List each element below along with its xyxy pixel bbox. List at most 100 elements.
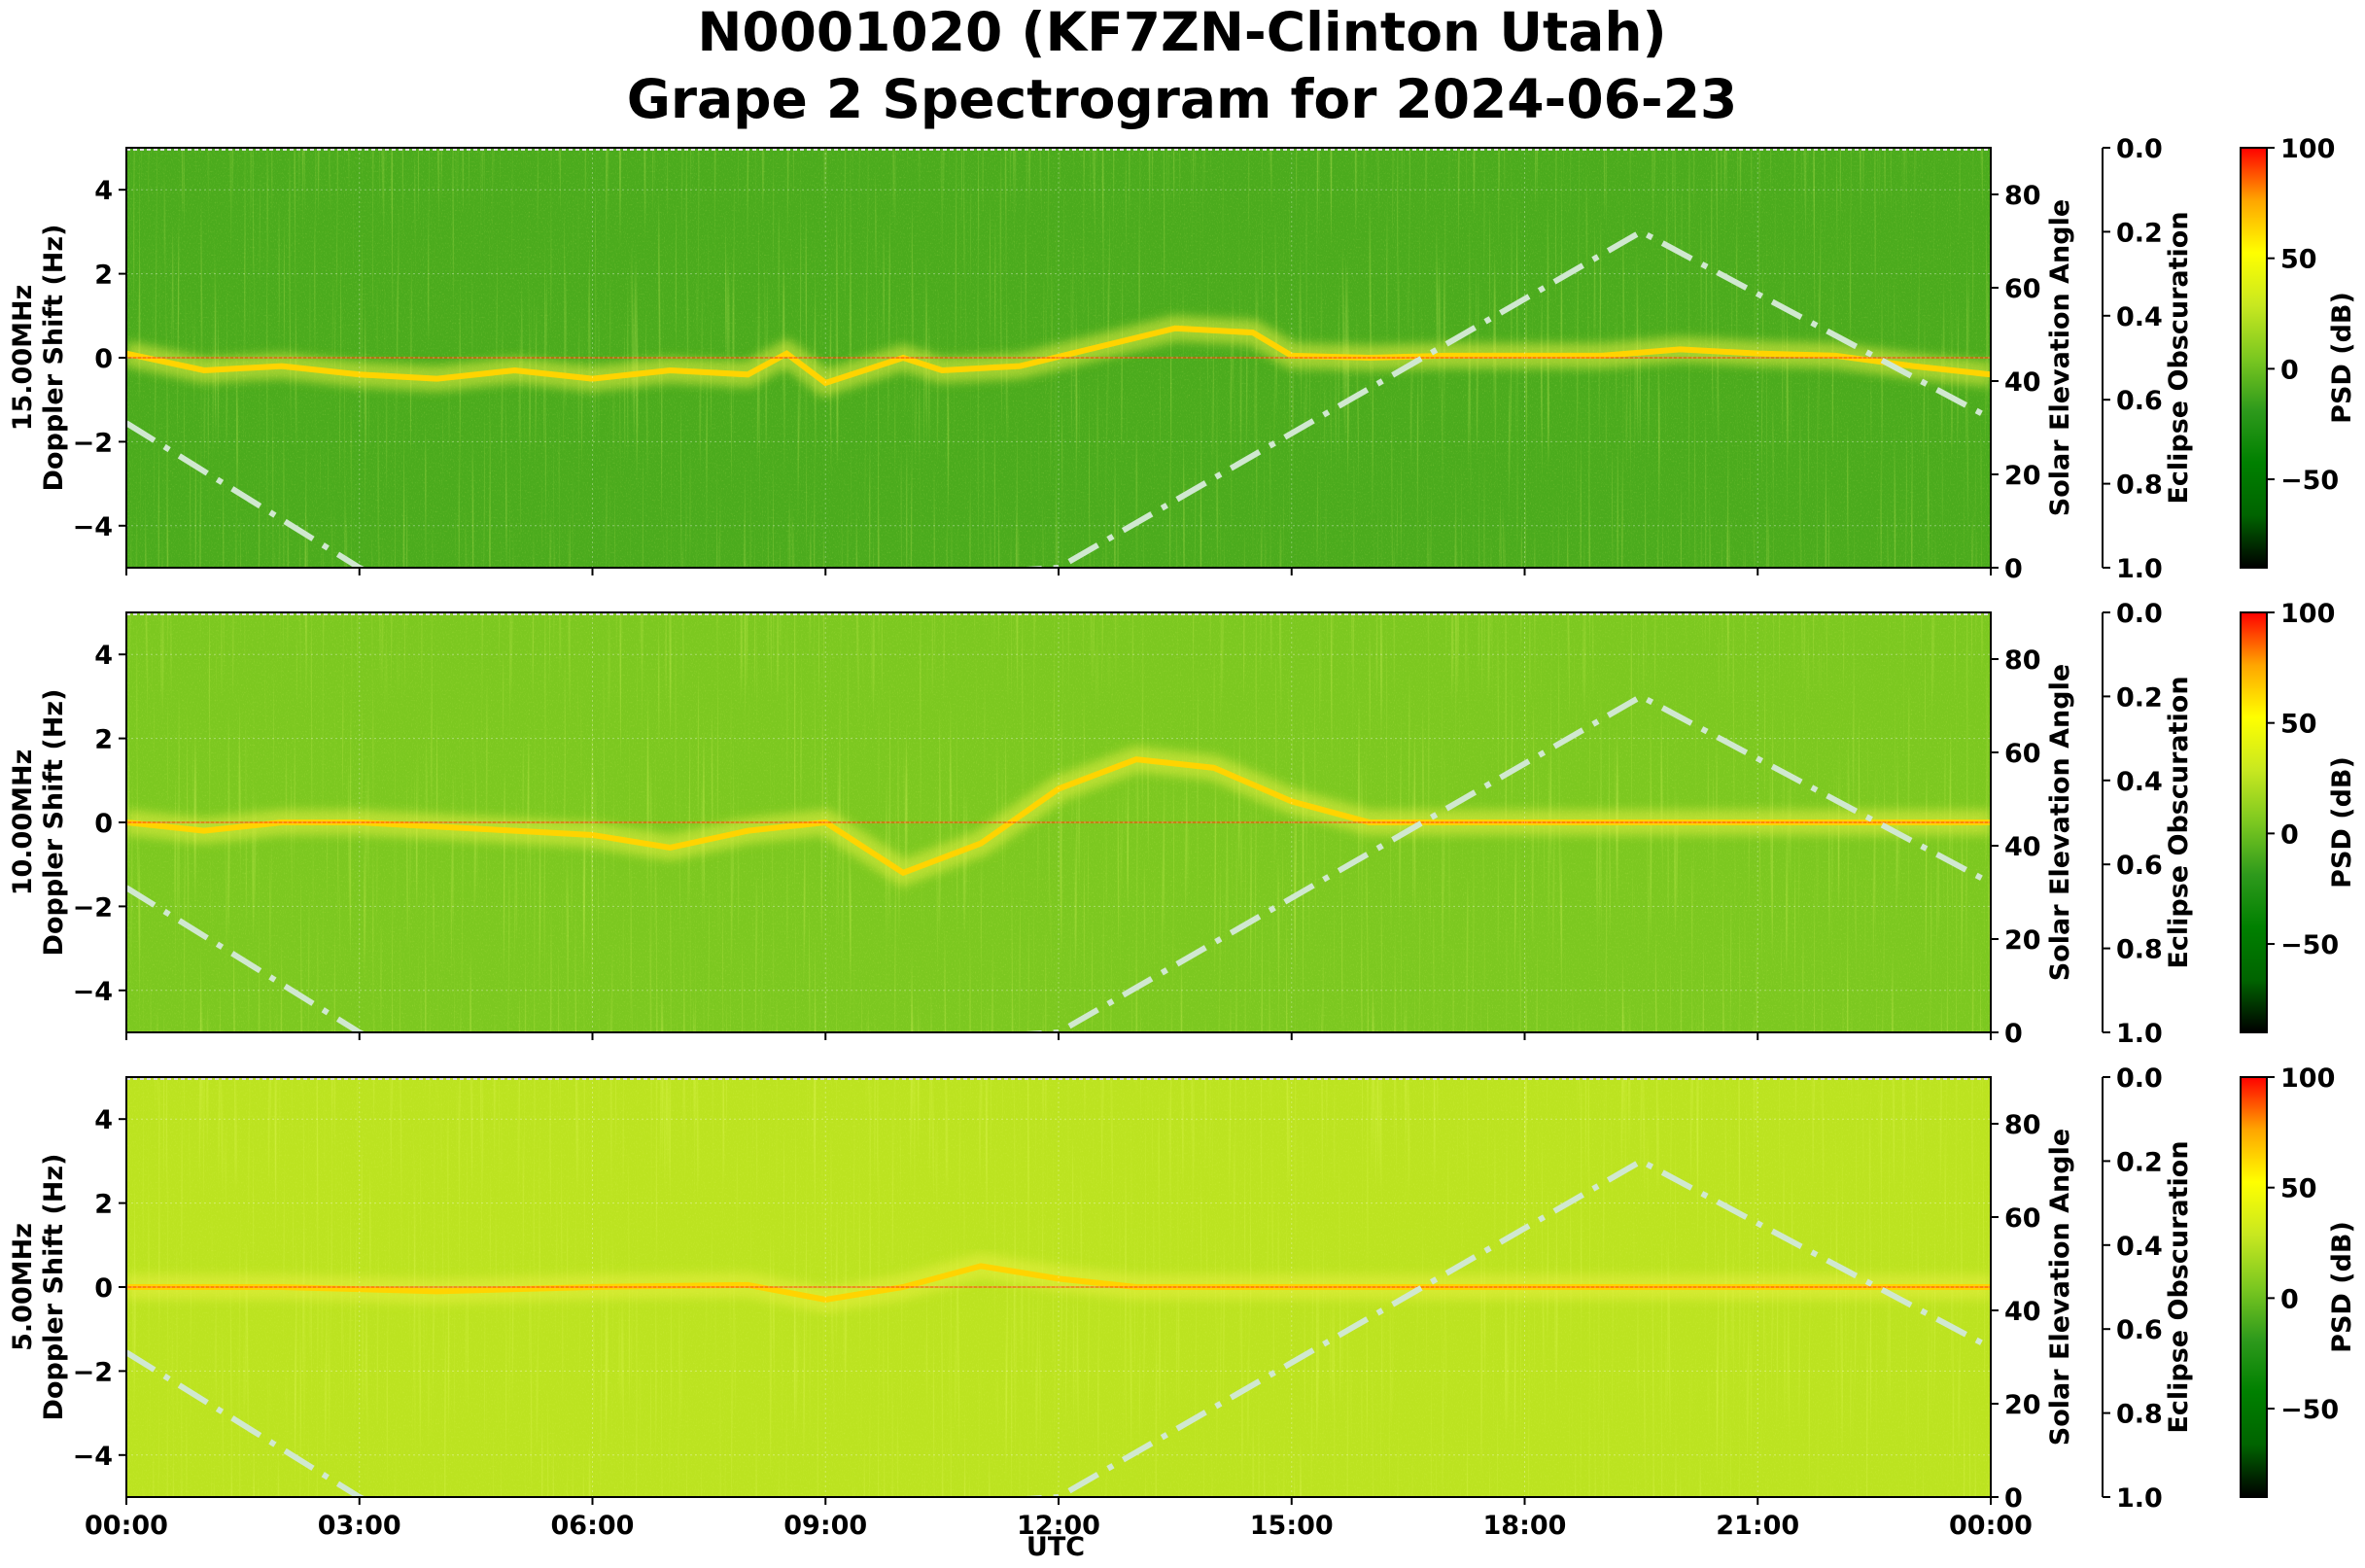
right-tick-label: 0	[2004, 554, 2023, 584]
obscuration-axis-label: Eclipse Obscuration	[2164, 1140, 2194, 1433]
right-tick-label: 0	[2004, 1483, 2023, 1514]
obscuration-tick-label: 0.2	[2116, 1147, 2163, 1177]
obscuration-axis-label: Eclipse Obscuration	[2164, 211, 2194, 504]
heatmap-1	[126, 612, 1991, 1032]
y-tick-label: 0	[94, 344, 113, 374]
y-axis-label: Doppler Shift (Hz)	[39, 689, 69, 957]
x-tick-label: 03:00	[318, 1511, 401, 1541]
obscuration-tick-label: 0.6	[2116, 1315, 2163, 1345]
y-tick-label: −4	[73, 977, 113, 1007]
right-tick-label: 60	[2004, 1203, 2041, 1234]
obscuration-tick-label: 0.2	[2116, 218, 2163, 248]
obscuration-tick-label: 0.2	[2116, 682, 2163, 713]
heatmap-2	[126, 1077, 1991, 1497]
colorbar-tick-label: 100	[2280, 1063, 2335, 1094]
y-tick-label: 2	[94, 1190, 113, 1220]
x-axis-label: UTC	[1026, 1532, 1085, 1562]
right-tick-label: 80	[2004, 645, 2041, 676]
x-tick-label: 18:00	[1483, 1511, 1567, 1541]
obscuration-tick-label: 1.0	[2116, 1019, 2163, 1049]
obscuration-tick-label: 0.8	[2116, 1400, 2163, 1430]
heatmap-0	[126, 148, 1991, 568]
y-axis-label: Doppler Shift (Hz)	[39, 225, 69, 492]
right-tick-label: 80	[2004, 181, 2041, 211]
frequency-label: 5.00MHz	[8, 1223, 38, 1351]
y-tick-label: −4	[73, 1442, 113, 1472]
right-tick-label: 60	[2004, 274, 2041, 304]
y-tick-label: −2	[73, 1357, 113, 1387]
obscuration-tick-label: 0.0	[2116, 599, 2163, 629]
obscuration-tick-label: 0.8	[2116, 935, 2163, 965]
frequency-label: 15.00MHz	[8, 285, 38, 432]
x-tick-label: 12:00	[1017, 1511, 1100, 1541]
y-tick-label: 2	[94, 261, 113, 291]
colorbar	[2240, 147, 2268, 569]
y-tick-label: −2	[73, 428, 113, 458]
obscuration-tick-label: 0.0	[2116, 1063, 2163, 1094]
obscuration-tick-label: 1.0	[2116, 1483, 2163, 1514]
doppler-trace	[126, 325, 1991, 387]
solar-elevation-axis-label: Solar Elevation Angle	[2045, 664, 2075, 981]
colorbar-tick-label: 50	[2280, 710, 2317, 740]
x-tick-label: 06:00	[551, 1511, 635, 1541]
colorbar-tick-label: 50	[2280, 1174, 2317, 1204]
colorbar-tick-label: 100	[2280, 134, 2335, 164]
obscuration-tick-label: 0.6	[2116, 851, 2163, 881]
obscuration-tick-label: 0.4	[2116, 1232, 2163, 1262]
y-tick-label: 4	[94, 641, 113, 671]
colorbar	[2240, 1076, 2268, 1498]
colorbar-tick-label: 0	[2280, 819, 2299, 850]
colorbar-tick-label: 0	[2280, 1284, 2299, 1314]
obscuration-tick-label: 0.4	[2116, 302, 2163, 332]
x-tick-label: 00:00	[1949, 1511, 2033, 1541]
panel-1: −4 −2 0 2 4 10.00MHz Doppler Shift (Hz) 0 20 40 60…	[8, 599, 2357, 1049]
colorbar-tick-label: 0	[2280, 355, 2299, 385]
right-tick-label: 80	[2004, 1110, 2041, 1140]
colorbar-label: PSD (dB)	[2327, 292, 2357, 424]
y-tick-label: 0	[94, 809, 113, 839]
right-tick-label: 20	[2004, 1390, 2041, 1420]
y-tick-label: −4	[73, 512, 113, 542]
colorbar-label: PSD (dB)	[2327, 756, 2357, 889]
x-axis: 00:00 03:00 06:00 09:00 12:00 15:00 18:00 21:00…	[85, 1511, 2033, 1541]
title-line-2: Grape 2 Spectrogram for 2024-06-23	[627, 68, 1738, 130]
title-line-1: N0001020 (KF7ZN-Clinton Utah)	[697, 1, 1666, 63]
solar-elevation-axis-label: Solar Elevation Angle	[2045, 1129, 2075, 1446]
right-tick-label: 40	[2004, 367, 2041, 398]
obscuration-tick-label: 0.0	[2116, 134, 2163, 164]
colorbar-tick-label: 100	[2280, 599, 2335, 629]
y-tick-label: 4	[94, 176, 113, 206]
figure-title: N0001020 (KF7ZN-Clinton Utah) Grape 2 Sp…	[627, 1, 1738, 130]
obscuration-axis-label: Eclipse Obscuration	[2164, 676, 2194, 968]
colorbar-tick-label: −50	[2280, 1395, 2339, 1425]
solar-elevation-axis-label: Solar Elevation Angle	[2045, 199, 2075, 516]
right-tick-label: 40	[2004, 1297, 2041, 1327]
obscuration-tick-label: 0.6	[2116, 386, 2163, 416]
colorbar	[2240, 611, 2268, 1033]
right-tick-label: 0	[2004, 1019, 2023, 1049]
y-tick-label: 4	[94, 1105, 113, 1135]
colorbar-tick-label: −50	[2280, 930, 2339, 960]
colorbar-tick-label: 50	[2280, 245, 2317, 275]
right-tick-label: 20	[2004, 925, 2041, 956]
obscuration-tick-label: 0.4	[2116, 767, 2163, 797]
frequency-label: 10.00MHz	[8, 749, 38, 896]
x-tick-label: 15:00	[1250, 1511, 1334, 1541]
panel-0: −4 −2 0 2 4 15.00MHz Doppler Shift (Hz) 0 20 40 60…	[8, 134, 2357, 584]
y-tick-label: 2	[94, 725, 113, 755]
x-tick-label: 09:00	[783, 1511, 867, 1541]
y-axis-label: Doppler Shift (Hz)	[39, 1154, 69, 1421]
obscuration-tick-label: 1.0	[2116, 554, 2163, 584]
x-tick-label: 00:00	[85, 1511, 168, 1541]
colorbar-label: PSD (dB)	[2327, 1221, 2357, 1353]
colorbar-tick-label: −50	[2280, 466, 2339, 496]
panel-2: −4 −2 0 2 4 5.00MHz Doppler Shift (Hz) 0 20 40 60 8…	[8, 1063, 2357, 1514]
obscuration-tick-label: 0.8	[2116, 470, 2163, 501]
y-tick-label: −2	[73, 892, 113, 923]
right-tick-label: 20	[2004, 461, 2041, 491]
right-tick-label: 40	[2004, 832, 2041, 862]
y-tick-label: 0	[94, 1273, 113, 1304]
x-tick-label: 21:00	[1716, 1511, 1799, 1541]
